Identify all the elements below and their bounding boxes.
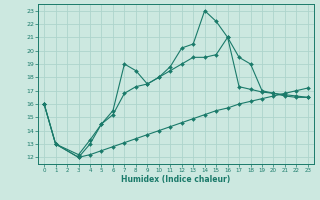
X-axis label: Humidex (Indice chaleur): Humidex (Indice chaleur)	[121, 175, 231, 184]
